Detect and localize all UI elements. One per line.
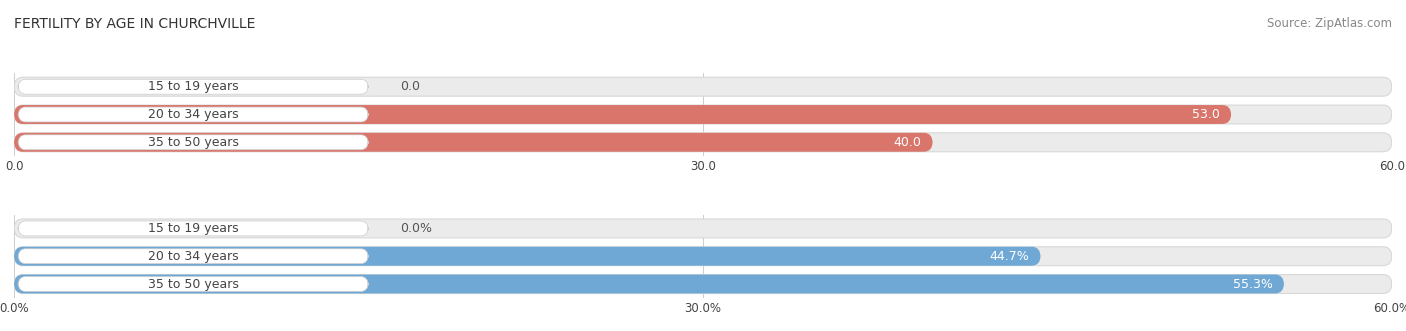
Text: 35 to 50 years: 35 to 50 years (148, 136, 239, 149)
Text: 40.0: 40.0 (893, 136, 921, 149)
FancyBboxPatch shape (14, 274, 1284, 294)
Text: 0.0%: 0.0% (399, 222, 432, 235)
FancyBboxPatch shape (18, 277, 368, 292)
Text: 55.3%: 55.3% (1233, 277, 1272, 291)
FancyBboxPatch shape (14, 274, 1392, 294)
Text: 53.0: 53.0 (1192, 108, 1220, 121)
FancyBboxPatch shape (18, 79, 368, 94)
Text: FERTILITY BY AGE IN CHURCHVILLE: FERTILITY BY AGE IN CHURCHVILLE (14, 17, 256, 30)
Text: 20 to 34 years: 20 to 34 years (148, 108, 239, 121)
FancyBboxPatch shape (14, 133, 1392, 152)
Text: Source: ZipAtlas.com: Source: ZipAtlas.com (1267, 17, 1392, 29)
Text: 35 to 50 years: 35 to 50 years (148, 277, 239, 291)
FancyBboxPatch shape (18, 249, 368, 264)
FancyBboxPatch shape (18, 107, 368, 122)
FancyBboxPatch shape (14, 133, 932, 152)
FancyBboxPatch shape (14, 105, 1232, 124)
FancyBboxPatch shape (18, 221, 368, 236)
Text: 20 to 34 years: 20 to 34 years (148, 250, 239, 263)
Text: 15 to 19 years: 15 to 19 years (148, 222, 239, 235)
FancyBboxPatch shape (14, 219, 1392, 238)
Text: 15 to 19 years: 15 to 19 years (148, 80, 239, 93)
FancyBboxPatch shape (14, 105, 1392, 124)
FancyBboxPatch shape (14, 247, 1392, 266)
FancyBboxPatch shape (18, 135, 368, 150)
FancyBboxPatch shape (14, 247, 1040, 266)
Text: 44.7%: 44.7% (990, 250, 1029, 263)
Text: 0.0: 0.0 (399, 80, 420, 93)
FancyBboxPatch shape (14, 77, 1392, 96)
